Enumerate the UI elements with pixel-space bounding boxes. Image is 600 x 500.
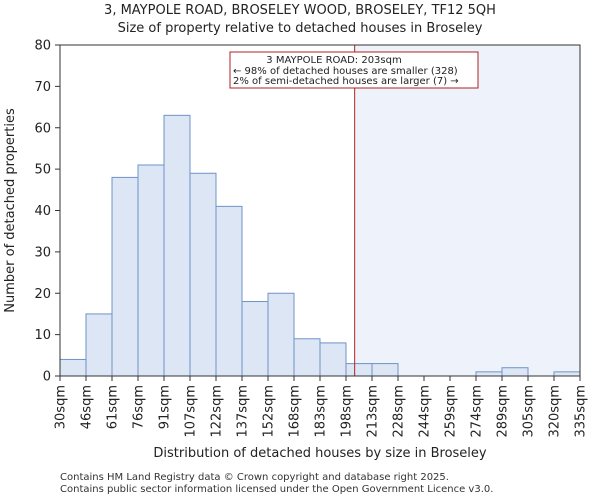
- bar-289sqm: [501, 367, 529, 377]
- x-tick-label: 91sqm: [158, 385, 173, 429]
- footer-line-2: Contains public sector information licen…: [60, 484, 494, 495]
- y-tick-label: 50: [34, 163, 51, 178]
- x-tick-label: 213sqm: [366, 385, 381, 438]
- bar-274sqm: [475, 371, 503, 377]
- bar-46sqm: [85, 313, 113, 377]
- x-tick-label: 259sqm: [444, 385, 459, 438]
- footer-line-1: Contains HM Land Registry data © Crown c…: [60, 472, 449, 483]
- x-tick-label: 30sqm: [54, 385, 69, 429]
- y-tick-label: 20: [34, 287, 51, 302]
- bar-152sqm: [267, 292, 295, 377]
- annotation-border: [229, 51, 479, 89]
- bar-91sqm: [163, 114, 191, 377]
- x-tick-label: 244sqm: [418, 385, 433, 438]
- bar-107sqm: [189, 172, 217, 377]
- x-tick-label: 168sqm: [288, 385, 303, 438]
- x-tick-label: 228sqm: [392, 385, 407, 438]
- bar-320sqm: [553, 371, 581, 377]
- x-tick-label: 183sqm: [314, 385, 329, 438]
- x-tick-label: 320sqm: [548, 385, 563, 438]
- bar-122sqm: [215, 205, 243, 377]
- y-tick-label: 60: [34, 121, 51, 136]
- bars-group: [59, 114, 581, 377]
- annotation-line-3: 2% of semi-detached houses are larger (7…: [233, 76, 459, 87]
- bar-76sqm: [137, 164, 165, 377]
- bar-61sqm: [111, 176, 139, 377]
- x-tick-label: 289sqm: [496, 385, 511, 438]
- x-tick-label: 122sqm: [210, 385, 225, 438]
- x-tick-label: 198sqm: [340, 385, 355, 438]
- chart-title: 3, MAYPOLE ROAD, BROSELEY WOOD, BROSELEY…: [104, 3, 496, 18]
- y-tick-label: 70: [34, 80, 51, 95]
- x-tick-label: 76sqm: [132, 385, 147, 429]
- chart-subtitle: Size of property relative to detached ho…: [117, 21, 483, 36]
- bar-213sqm: [371, 363, 399, 377]
- annotation-line-2: ← 98% of detached houses are smaller (32…: [233, 66, 458, 77]
- x-axis-label: Distribution of detached houses by size …: [153, 446, 487, 461]
- x-tick-label: 152sqm: [262, 385, 277, 438]
- bar-30sqm: [59, 358, 87, 377]
- annotation-box: 3 MAYPOLE ROAD: 203sqm ← 98% of detached…: [229, 51, 479, 89]
- y-tick-label: 40: [34, 204, 51, 219]
- x-tick-label: 137sqm: [236, 385, 251, 438]
- larger-area-shade: [354, 45, 580, 376]
- annotation-line-1: 3 MAYPOLE ROAD: 203sqm: [266, 55, 401, 66]
- y-tick-label: 30: [34, 245, 51, 260]
- x-tick-label: 46sqm: [80, 385, 95, 429]
- bar-183sqm: [319, 342, 347, 377]
- y-tick-label: 10: [34, 328, 51, 343]
- y-tick-label: 0: [43, 370, 51, 385]
- bar-198sqm: [345, 363, 373, 377]
- x-tick-label: 61sqm: [106, 385, 121, 429]
- x-tick-label: 335sqm: [574, 385, 589, 438]
- x-axis-ticks: 30sqm 46sqm 61sqm 76sqm 91sqm 107sqm 122sqm 137…: [54, 376, 589, 438]
- y-axis-label: Number of detached properties: [3, 108, 18, 313]
- x-tick-label: 274sqm: [470, 385, 485, 438]
- y-tick-label: 80: [34, 39, 51, 54]
- y-axis-ticks: 0 10 20 30 40 50 60 70 80: [34, 39, 60, 385]
- bar-168sqm: [293, 338, 321, 377]
- bar-137sqm: [241, 301, 269, 377]
- plot-frame: [59, 44, 581, 377]
- x-tick-label: 305sqm: [522, 385, 537, 438]
- x-tick-label: 107sqm: [184, 385, 199, 438]
